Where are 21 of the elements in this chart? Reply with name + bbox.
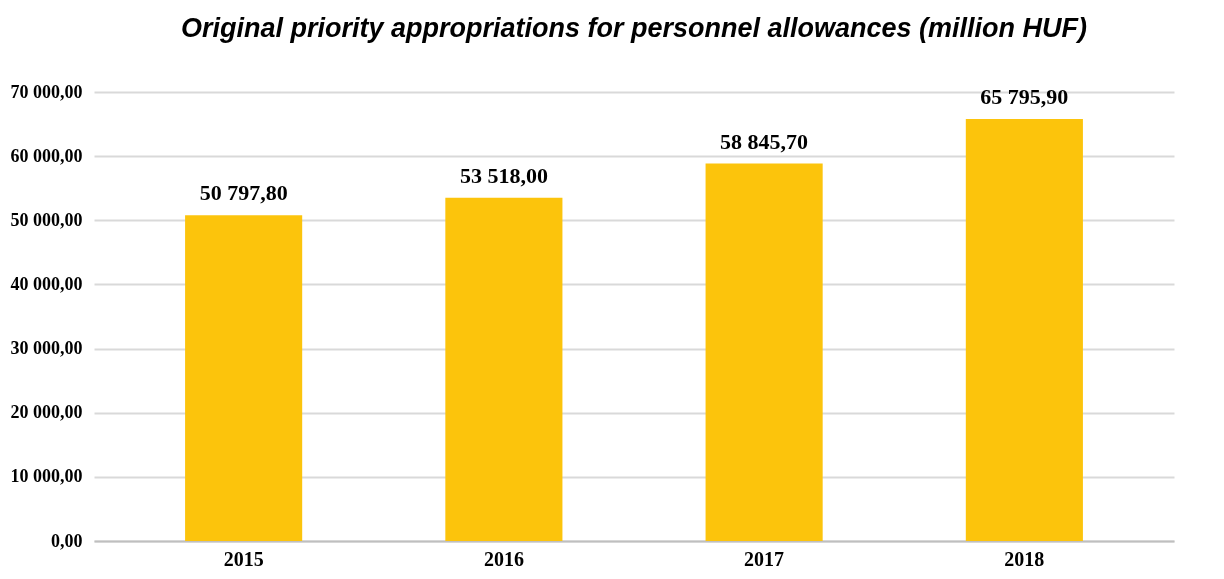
chart-title: Original priority appropriations for personnel allowances (million HUF) <box>180 13 1088 43</box>
data-label: 53 518,00 <box>459 162 548 188</box>
data-label: 58 845,70 <box>720 128 809 154</box>
y-tick-label: 70 000,00 <box>10 81 83 102</box>
bar <box>445 197 563 541</box>
bar <box>705 163 823 541</box>
x-tick-label: 2018 <box>1004 547 1045 570</box>
x-tick-label: 2015 <box>223 547 264 570</box>
y-tick-label: 20 000,00 <box>10 402 83 423</box>
bar <box>965 118 1083 541</box>
y-tick-label: 60 000,00 <box>10 145 83 166</box>
y-tick-label: 50 000,00 <box>10 209 83 230</box>
bar <box>185 215 303 541</box>
x-tick-label: 2016 <box>483 547 524 570</box>
y-tick-label: 0,00 <box>51 530 83 551</box>
data-label: 65 795,90 <box>980 83 1069 109</box>
data-label: 50 797,80 <box>199 180 288 206</box>
y-tick-label: 30 000,00 <box>10 338 83 359</box>
y-tick-label: 40 000,00 <box>10 273 83 294</box>
y-tick-label: 10 000,00 <box>10 466 83 487</box>
x-tick-label: 2017 <box>744 547 785 570</box>
